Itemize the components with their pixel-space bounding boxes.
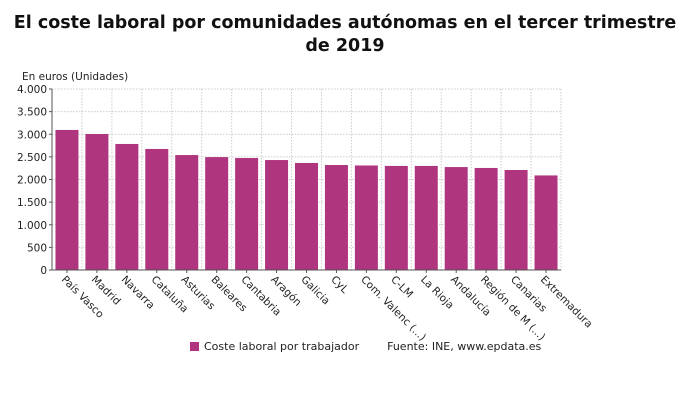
- bar-cyl: [324, 165, 348, 270]
- bar-arag-n: [265, 160, 289, 270]
- x-tick-label: Galicia: [298, 274, 332, 308]
- y-tick-label: 3.500: [17, 107, 47, 119]
- bar-la-rioja: [414, 165, 438, 270]
- y-tick-label: 2.500: [17, 152, 47, 164]
- x-tick-label: CyL: [328, 274, 350, 296]
- y-tick-label: 3.000: [17, 129, 47, 141]
- bar-extremadura: [534, 175, 558, 270]
- bar-asturias: [175, 155, 199, 270]
- bar-catalu-a: [145, 148, 169, 270]
- chart-title: El coste laboral por comunidades autónom…: [13, 13, 677, 56]
- source-note: Fuente: INE, www.epdata.es: [387, 340, 542, 353]
- bar-madrid: [85, 134, 109, 270]
- y-tick-label: 500: [27, 242, 47, 254]
- y-tick-label: 4.000: [17, 84, 47, 96]
- bar-andaluc-a: [444, 167, 468, 270]
- bar-canarias: [504, 169, 528, 270]
- y-tick-label: 1.000: [17, 220, 47, 232]
- bar-regi-n-de-m-: [474, 167, 498, 270]
- x-tick-label: C-LM: [388, 274, 415, 301]
- bar-com-valenc-: [354, 165, 378, 270]
- x-tick-label: Extremadura: [538, 274, 595, 331]
- bar-baleares: [205, 157, 229, 270]
- legend: Coste laboral por trabajador Fuente: INE…: [190, 340, 541, 353]
- bar-navarra: [115, 143, 139, 270]
- bar-galicia: [295, 162, 318, 270]
- y-tick-label: 0: [40, 265, 47, 277]
- y-tick-label: 2.000: [17, 175, 47, 187]
- y-axis-label: En euros (Unidades): [22, 71, 128, 83]
- y-tick-label: 1.500: [17, 197, 47, 209]
- legend-swatch: [190, 342, 199, 351]
- bar-c-lm: [384, 165, 408, 270]
- legend-label: Coste laboral por trabajador: [204, 340, 360, 353]
- bar-cantabria: [235, 158, 259, 270]
- bar-pa-s-vasco: [55, 129, 79, 270]
